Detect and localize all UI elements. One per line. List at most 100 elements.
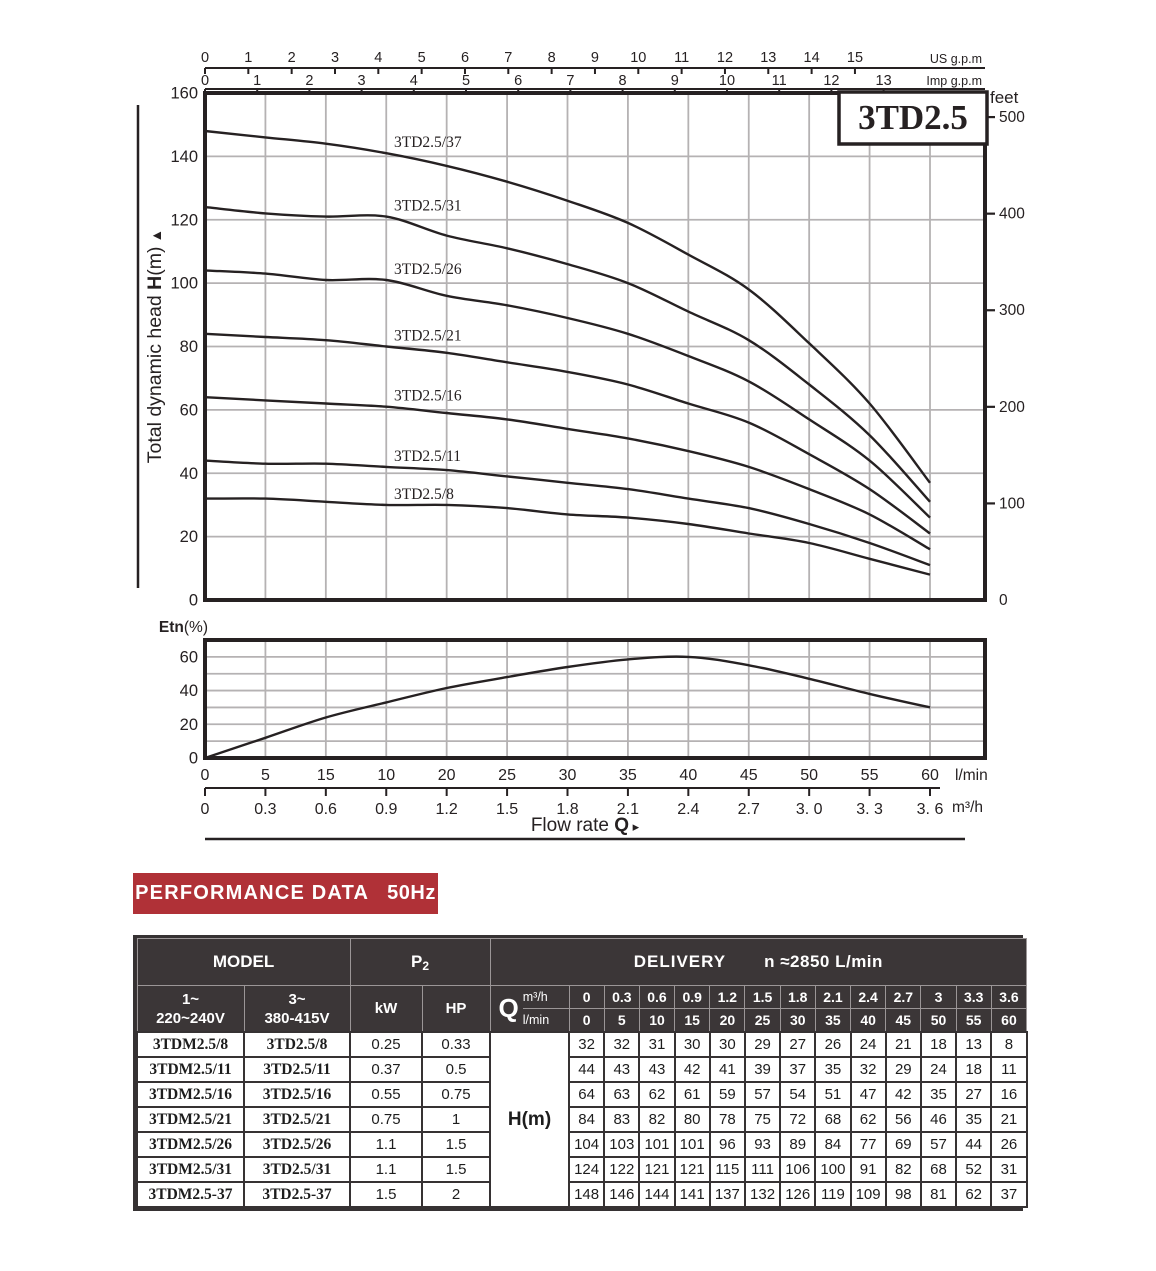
m3h-tick-label: 3. 3 bbox=[856, 801, 883, 818]
model-1ph-cell: 3TDM2.5/21 bbox=[136, 1106, 245, 1133]
imp-gpm-tick-label: 11 bbox=[772, 73, 787, 89]
h-value-cell: 146 bbox=[603, 1181, 641, 1208]
h-value-cell: 80 bbox=[673, 1106, 711, 1133]
head-curve-3TD2.5/31 bbox=[204, 205, 931, 503]
table-row: 3TDM2.5/26 3TD2.5/26 1.1 1.5 104 103 101 101 96 9… bbox=[136, 1131, 1028, 1158]
h-value-cell: 100 bbox=[814, 1156, 852, 1183]
head-y-tick-label: 20 bbox=[180, 528, 198, 546]
flow-column-values: 0.6 10 bbox=[639, 986, 675, 1031]
flow-column-header: 2.4 40 bbox=[850, 985, 887, 1033]
flow-m3h-value: 3.3 bbox=[963, 989, 984, 1005]
lmin-tick-label: 15 bbox=[317, 767, 335, 784]
title-box bbox=[837, 90, 989, 146]
h-value-cell: 21 bbox=[884, 1031, 922, 1058]
head-curve-3TD2.5/26 bbox=[204, 269, 931, 519]
hp-cell: 0.33 bbox=[421, 1031, 492, 1058]
flow-m3h-value: 2.4 bbox=[858, 989, 878, 1005]
m3h-tick-label: 2.1 bbox=[617, 801, 639, 818]
flow-column-header: 1.5 25 bbox=[744, 985, 781, 1033]
h-value-cell: 62 bbox=[955, 1181, 993, 1208]
hp-cell: 0.5 bbox=[421, 1056, 492, 1083]
table-row: 3TDM2.5/11 3TD2.5/11 0.37 0.5 44 43 43 42 41 39 37… bbox=[136, 1056, 1028, 1083]
imp-gpm-tick-label: 8 bbox=[619, 73, 627, 89]
q-units: m³/h l/min bbox=[522, 986, 569, 1031]
table-row: 3TDM2.5/31 3TD2.5/31 1.1 1.5 124 122 121 121 115… bbox=[136, 1156, 1028, 1183]
h-value-cell: 59 bbox=[708, 1081, 746, 1108]
h-value-cell: 39 bbox=[743, 1056, 782, 1083]
m3h-tick-label: 3. 6 bbox=[917, 801, 944, 818]
flow-column-values: 2.7 45 bbox=[886, 986, 921, 1031]
model-3ph-cell: 3TD2.5/26 bbox=[242, 1131, 352, 1158]
table-row: 3TDM2.5-37 3TD2.5-37 1.5 2 148 146 144 141 137 13… bbox=[136, 1181, 1028, 1208]
h-value-cell: 62 bbox=[849, 1106, 887, 1133]
head-curve-3TD2.5/11 bbox=[204, 459, 931, 567]
flow-lmin-value: 30 bbox=[780, 1008, 815, 1031]
h-value-cell: 31 bbox=[638, 1031, 676, 1058]
flow-column-header: 3.6 60 bbox=[990, 985, 1028, 1033]
flow-column-values: 1.8 30 bbox=[780, 986, 815, 1031]
q-unit-lmin: l/min bbox=[522, 1008, 569, 1031]
h-value-cell: 30 bbox=[708, 1031, 746, 1058]
imp-gpm-tick-label: 0 bbox=[201, 73, 209, 89]
imp-gpm-tick-label: 9 bbox=[671, 73, 679, 89]
h-value-cell: 13 bbox=[955, 1031, 993, 1058]
h-value-cell: 82 bbox=[884, 1156, 922, 1183]
h-value-cell: 81 bbox=[919, 1181, 958, 1208]
imp-gpm-tick-label: 12 bbox=[823, 73, 839, 89]
us-gpm-tick-label: 8 bbox=[548, 50, 556, 66]
h-value-cell: 106 bbox=[779, 1156, 817, 1183]
head-y-tick-label: 160 bbox=[170, 85, 198, 103]
us-gpm-tick-label: 1 bbox=[244, 50, 252, 66]
imp-gpm-axis-label: Imp g.p.m bbox=[926, 74, 982, 88]
feet-tick-label: 100 bbox=[999, 495, 1025, 512]
us-gpm-tick-label: 4 bbox=[374, 50, 382, 66]
flow-m3h-value: 1.2 bbox=[717, 989, 738, 1005]
hp-cell: 1.5 bbox=[421, 1131, 492, 1158]
h-value-cell: 103 bbox=[603, 1131, 641, 1158]
lmin-tick-label: 35 bbox=[619, 767, 637, 784]
model-1ph-cell: 3TDM2.5-37 bbox=[136, 1181, 245, 1208]
model-1ph-cell: 3TDM2.5/26 bbox=[136, 1131, 245, 1158]
flow-lmin-value: 20 bbox=[710, 1008, 745, 1031]
h-value-cell: 54 bbox=[779, 1081, 817, 1108]
flow-column-values: 3.6 60 bbox=[991, 986, 1027, 1031]
h-value-cell: 69 bbox=[884, 1131, 922, 1158]
q-unit-m3h: m³/h bbox=[522, 990, 548, 1004]
h-value-cell: 89 bbox=[779, 1131, 817, 1158]
feet-tick-label: 400 bbox=[999, 206, 1025, 223]
h-value-cell: 32 bbox=[603, 1031, 641, 1058]
us-gpm-tick-label: 15 bbox=[847, 50, 863, 66]
efficiency-y-axis-title: Etn(%) bbox=[159, 619, 208, 636]
model-1ph-cell: 3TDM2.5/16 bbox=[136, 1081, 245, 1108]
h-value-cell: 35 bbox=[919, 1081, 958, 1108]
model-3ph-cell: 3TD2.5-37 bbox=[242, 1181, 352, 1208]
kw-header: kW bbox=[349, 985, 423, 1033]
delivery-label: DELIVERY bbox=[633, 952, 727, 971]
flow-column-values: 0.3 5 bbox=[604, 986, 639, 1031]
m3h-tick-label: 0.9 bbox=[375, 801, 397, 818]
flow-m3h-value: 1.5 bbox=[752, 989, 773, 1005]
lmin-tick-label: 25 bbox=[498, 767, 516, 784]
flow-lmin-value: 35 bbox=[815, 1008, 851, 1031]
h-value-cell: 91 bbox=[849, 1156, 887, 1183]
imp-gpm-tick-label: 5 bbox=[462, 73, 470, 89]
h-value-cell: 16 bbox=[990, 1081, 1028, 1108]
h-value-cell: 82 bbox=[638, 1106, 676, 1133]
model-1ph-cell: 3TDM2.5/31 bbox=[136, 1156, 245, 1183]
h-value-cell: 93 bbox=[743, 1131, 782, 1158]
h-value-cell: 101 bbox=[638, 1131, 676, 1158]
head-y-axis-title: Total dynamic head H(m) ▲ bbox=[144, 229, 166, 464]
flow-column-header: 0.3 5 bbox=[603, 985, 640, 1033]
model-3ph-cell: 3TD2.5/11 bbox=[242, 1056, 352, 1083]
head-y-tick-label: 100 bbox=[170, 275, 198, 293]
single-phase-line2: 220~240V bbox=[156, 1009, 225, 1027]
flow-column-values: 2.4 40 bbox=[851, 986, 886, 1031]
h-value-cell: 68 bbox=[814, 1106, 852, 1133]
model-1ph-cell: 3TDM2.5/11 bbox=[136, 1056, 245, 1083]
delivery-header: DELIVERY n ≈2850 L/min bbox=[489, 938, 1028, 986]
imp-gpm-tick-label: 7 bbox=[566, 73, 574, 89]
imp-gpm-tick-label: 6 bbox=[514, 73, 522, 89]
us-gpm-tick-label: 5 bbox=[418, 50, 426, 66]
